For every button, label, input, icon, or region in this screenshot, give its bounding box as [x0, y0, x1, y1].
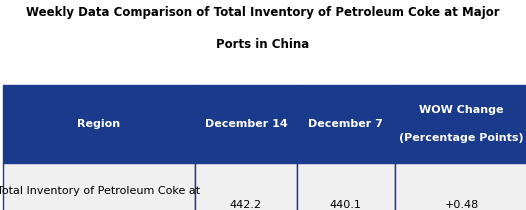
Text: 440.1: 440.1: [330, 200, 362, 210]
Bar: [394, 163, 526, 210]
Text: Region: Region: [77, 119, 120, 129]
Bar: [195, 85, 297, 163]
Text: December 7: December 7: [308, 119, 383, 129]
Bar: [297, 85, 394, 163]
Bar: [394, 85, 526, 163]
Bar: [297, 163, 394, 210]
Text: WOW Change

(Percentage Points): WOW Change (Percentage Points): [399, 105, 524, 143]
Text: Weekly Data Comparison of Total Inventory of Petroleum Coke at Major: Weekly Data Comparison of Total Inventor…: [26, 6, 500, 19]
Bar: [3, 85, 195, 163]
Text: +0.48: +0.48: [444, 200, 479, 210]
Text: 442.2: 442.2: [230, 200, 262, 210]
Text: Ports in China: Ports in China: [216, 38, 310, 51]
Bar: [195, 163, 297, 210]
Text: Total Inventory of Petroleum Coke at

Major Ports in China: Total Inventory of Petroleum Coke at Maj…: [0, 186, 200, 210]
Bar: [3, 163, 195, 210]
Text: December 14: December 14: [205, 119, 287, 129]
